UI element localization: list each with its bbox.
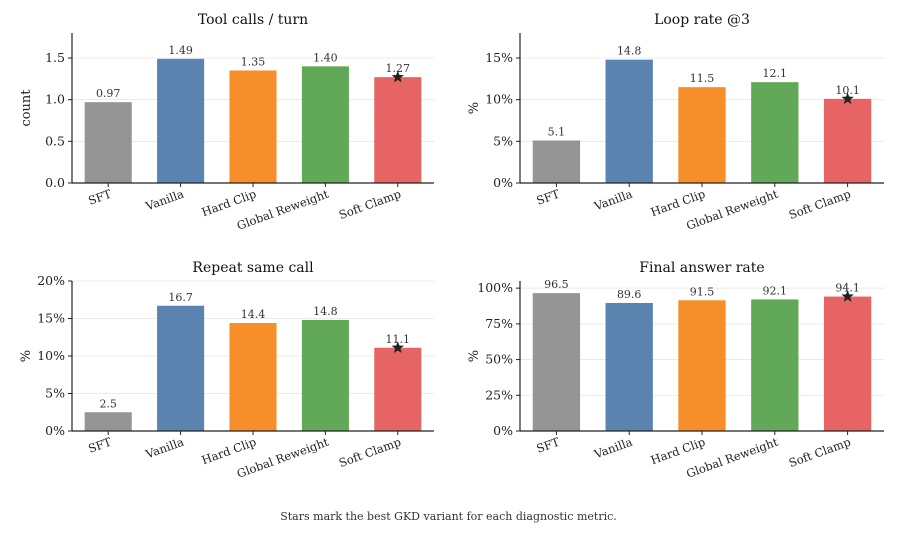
panel-1-bar-hard-clip [229,70,277,183]
panel-2-value-label: 14.8 [617,45,642,58]
panel-4-x-tick-label: SFT [535,435,562,456]
panel-3-value-label: 14.8 [313,305,338,318]
panel-2-value-label: 5.1 [548,126,566,139]
panel-3-x-tick-label: Vanilla [143,435,186,462]
panel-2-x-tick-label: Soft Clamp [787,187,853,222]
panel-3-bar-vanilla [157,305,205,431]
panel-2-value-label: 12.1 [763,67,788,80]
panel-4-x-tick-label: Soft Clamp [787,435,853,470]
panel-4-x-tick-label: Vanilla [591,435,634,462]
panel-1-bar-vanilla [157,58,205,184]
panel-3-title: Repeat same call [192,260,314,276]
panel-2-y-tick-label: 5% [493,133,513,148]
panel-2-best-star-icon [841,92,854,105]
panel-3-y-tick-label: 10% [37,348,65,363]
panel-4-value-label: 91.5 [690,285,715,298]
panel-3-value-label: 14.4 [241,308,266,321]
panel-1-value-label: 0.97 [96,87,121,100]
panel-3-value-label: 2.5 [99,397,117,410]
panel-4-bar-global-reweight [751,299,799,431]
panel-2-value-label: 10.1 [835,84,860,97]
panel-2-bar-sft [532,140,581,183]
panel-3-bar-hard-clip [229,323,277,431]
panel-4-y-tick-label: 75% [485,316,513,331]
panel-2-bar-soft-clamp [823,98,872,183]
panel-2-bar-global-reweight [751,82,799,183]
panel-3-value-label: 11.1 [386,333,411,346]
panel-1-x-tick-label: Vanilla [143,187,186,214]
panel-2-bar-hard-clip [678,87,726,183]
panel-1-bar-soft-clamp [374,77,422,183]
panel-1-bar-sft [84,102,132,183]
panel-3-y-tick-label: 5% [45,386,65,401]
panel-4-bar-soft-clamp [823,296,872,431]
panel-3-y-axis-label: % [19,350,34,362]
panel-4-bar-sft [532,293,581,431]
panel-4-bar-vanilla [605,303,653,431]
panel-1-value-label: 1.35 [241,56,266,69]
panel-2-x-tick-label: SFT [535,187,562,208]
panel-2-value-label: 11.5 [690,72,715,85]
panel-4-y-tick-label: 25% [485,387,513,402]
panel-3-best-star-icon [391,341,404,354]
panel-4-bar-hard-clip [678,300,726,431]
panel-3-bar-soft-clamp [374,347,422,431]
panel-2-y-axis-label: % [467,102,482,114]
panel-1-bar-global-reweight [301,66,349,183]
panel-4-title: Final answer rate [639,260,764,276]
panel-2-bar-vanilla [605,59,653,183]
panel-1-y-tick-label: 0.5 [45,133,65,148]
panel-1-value-label: 1.27 [386,62,411,75]
panel-4-value-label: 89.6 [617,288,642,301]
panel-2-y-tick-label: 15% [485,50,513,65]
panel-3-y-tick-label: 20% [37,273,65,288]
panel-3-y-tick-label: 0% [45,423,65,438]
panel-1-best-star-icon [391,70,404,83]
panel-4-best-star-icon [841,290,854,302]
panel-4-value-label: 96.5 [544,278,569,291]
panel-1-y-axis-label: count [19,89,34,127]
panel-3-x-tick-label: Soft Clamp [337,435,403,470]
panel-3-bar-sft [84,412,132,431]
panel-1-y-tick-label: 1.5 [45,50,65,65]
panel-1-value-label: 1.40 [313,51,338,64]
panel-2-y-tick-label: 0% [493,175,513,190]
panel-1-x-tick-label: SFT [86,187,113,208]
panel-3-x-tick-label: SFT [86,435,113,456]
panel-2-y-tick-label: 10% [485,92,513,107]
panel-2-title: Loop rate @3 [654,12,750,28]
panel-4-value-label: 92.1 [763,284,788,297]
panel-4-y-axis-label: % [467,350,482,362]
panel-1-y-tick-label: 1.0 [45,92,65,107]
panel-3-y-tick-label: 15% [37,311,65,326]
panel-2-x-tick-label: Vanilla [591,187,634,214]
panel-4-y-tick-label: 50% [485,352,513,367]
panel-4-y-tick-label: 100% [477,280,513,295]
panel-4-value-label: 94.1 [835,282,860,295]
panel-4-y-tick-label: 0% [493,423,513,438]
panel-3-value-label: 16.7 [168,291,193,304]
panel-1-x-tick-label: Soft Clamp [337,187,403,222]
panel-1-title: Tool calls / turn [198,12,308,28]
panel-3-bar-global-reweight [301,320,349,431]
figure-caption: Stars mark the best GKD variant for each… [280,510,617,523]
panel-1-y-tick-label: 0.0 [45,175,65,190]
panel-1-value-label: 1.49 [168,44,193,57]
